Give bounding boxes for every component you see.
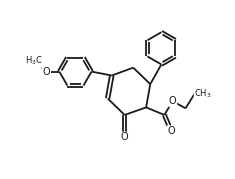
Text: O: O <box>121 132 129 142</box>
Text: CH$_3$: CH$_3$ <box>195 88 212 100</box>
Text: O: O <box>43 67 50 77</box>
Text: H$_3$C: H$_3$C <box>25 55 43 67</box>
Text: O: O <box>169 96 176 106</box>
Text: O: O <box>167 126 175 136</box>
